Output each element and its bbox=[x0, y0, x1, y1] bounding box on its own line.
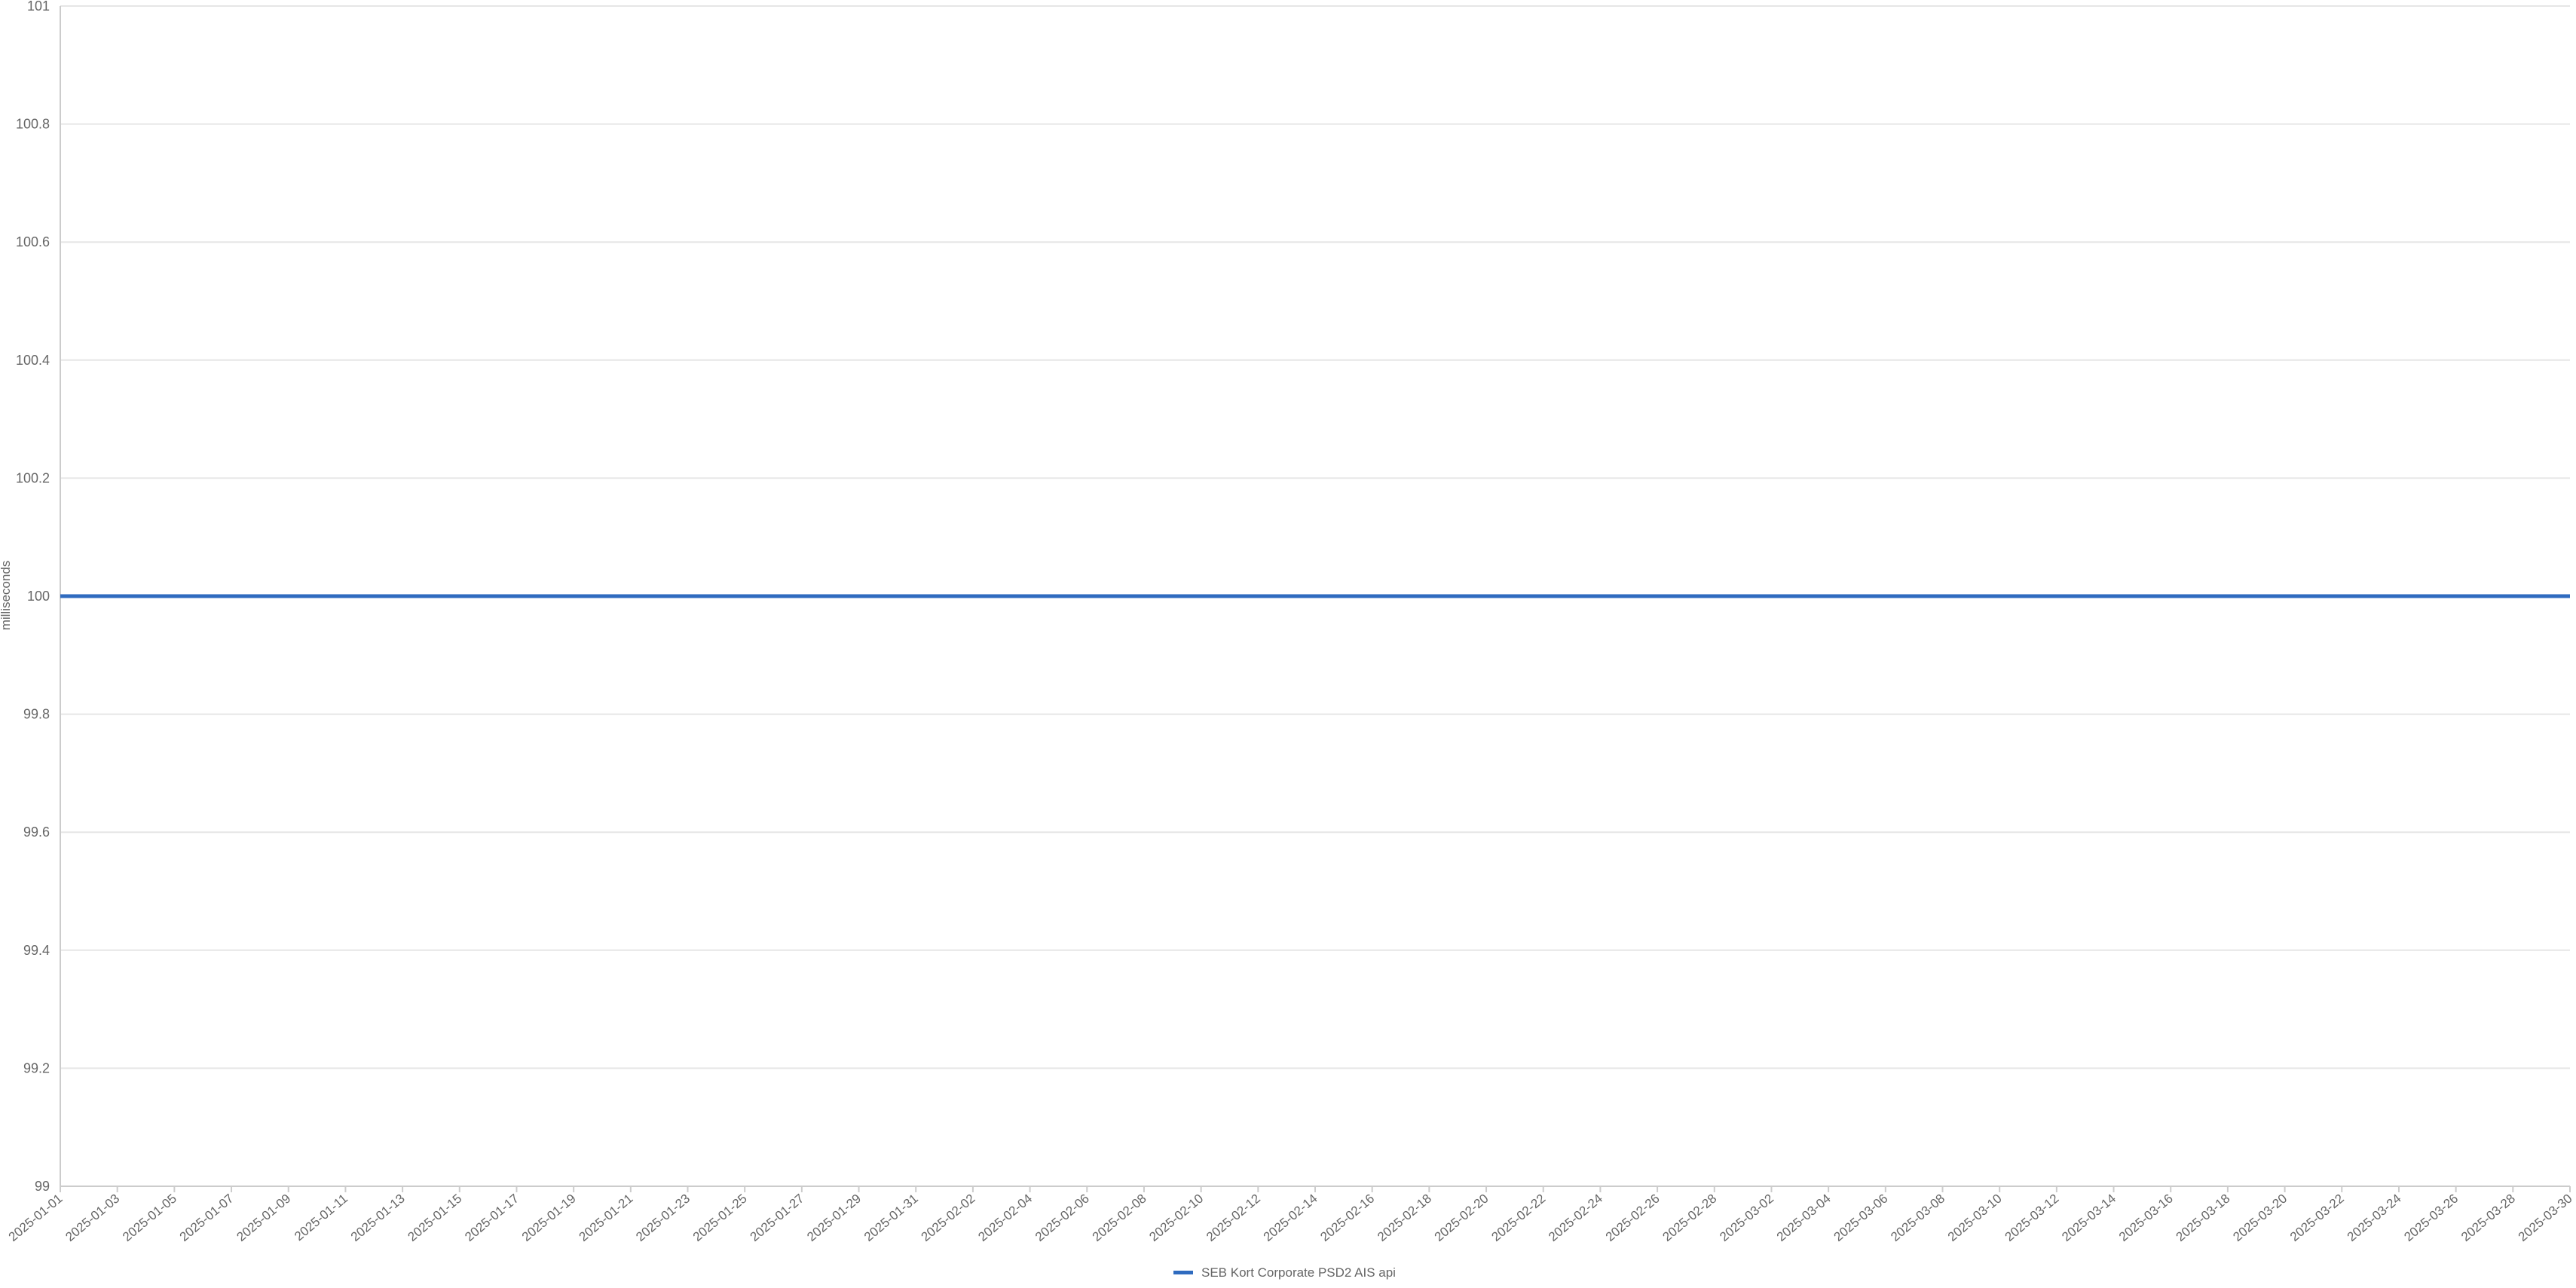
x-tick-label: 2025-02-16 bbox=[1317, 1192, 1377, 1244]
x-tick-label: 2025-03-10 bbox=[1945, 1192, 2005, 1244]
x-tick-label: 2025-01-23 bbox=[633, 1192, 693, 1244]
x-tick-label: 2025-01-19 bbox=[519, 1192, 579, 1244]
x-tick-label: 2025-01-27 bbox=[748, 1192, 807, 1244]
y-tick-label: 99.8 bbox=[23, 707, 50, 722]
x-tick-label: 2025-01-11 bbox=[292, 1192, 350, 1244]
x-tick-label: 2025-03-06 bbox=[1831, 1192, 1891, 1244]
x-tick-label: 2025-02-24 bbox=[1546, 1192, 1605, 1244]
x-tick-label: 2025-02-06 bbox=[1033, 1192, 1092, 1244]
legend-label: SEB Kort Corporate PSD2 AIS api bbox=[1201, 1265, 1396, 1280]
x-tick-label: 2025-03-30 bbox=[2516, 1192, 2575, 1244]
y-tick-label: 100.4 bbox=[16, 353, 50, 368]
x-tick-label: 2025-03-18 bbox=[2174, 1192, 2233, 1244]
x-tick-label: 2025-01-07 bbox=[177, 1192, 237, 1244]
x-tick-label: 2025-03-28 bbox=[2458, 1192, 2518, 1244]
y-tick-label: 99 bbox=[35, 1179, 50, 1194]
x-tick-label: 2025-03-20 bbox=[2230, 1192, 2290, 1244]
y-axis-label: milliseconds bbox=[0, 561, 13, 631]
x-tick-label: 2025-01-29 bbox=[804, 1192, 864, 1244]
x-tick-label: 2025-03-02 bbox=[1717, 1192, 1776, 1244]
y-tick-label: 100.2 bbox=[16, 470, 50, 485]
x-tick-label: 2025-01-25 bbox=[690, 1192, 750, 1244]
x-tick-label: 2025-01-05 bbox=[120, 1192, 179, 1244]
x-tick-label: 2025-03-04 bbox=[1774, 1192, 1834, 1244]
x-tick-label: 2025-01-13 bbox=[348, 1192, 408, 1244]
x-tick-label: 2025-02-14 bbox=[1261, 1192, 1320, 1244]
axes bbox=[60, 6, 2571, 1192]
y-tick-label: 99.2 bbox=[23, 1060, 50, 1075]
x-tick-label: 2025-01-15 bbox=[405, 1192, 465, 1244]
legend-swatch bbox=[1173, 1271, 1193, 1274]
x-tick-label: 2025-03-08 bbox=[1888, 1192, 1947, 1244]
x-tick-label: 2025-02-12 bbox=[1204, 1192, 1263, 1244]
x-tick-label: 2025-02-22 bbox=[1488, 1192, 1548, 1244]
x-tick-label: 2025-02-28 bbox=[1660, 1192, 1720, 1244]
x-tick-label: 2025-03-26 bbox=[2401, 1192, 2461, 1244]
y-tick-label: 100.6 bbox=[16, 234, 50, 249]
x-tick-label: 2025-02-26 bbox=[1603, 1192, 1663, 1244]
x-tick-label: 2025-03-14 bbox=[2059, 1192, 2119, 1244]
x-tick-label: 2025-01-09 bbox=[234, 1192, 293, 1244]
x-tick-label: 2025-02-04 bbox=[975, 1192, 1035, 1244]
x-tick-label: 2025-01-01 bbox=[6, 1192, 66, 1244]
x-tick-label: 2025-02-10 bbox=[1146, 1192, 1206, 1244]
legend[interactable]: SEB Kort Corporate PSD2 AIS api bbox=[1173, 1265, 1396, 1280]
x-tick-labels: 2025-01-012025-01-032025-01-052025-01-07… bbox=[6, 1192, 2575, 1244]
x-tick-label: 2025-01-03 bbox=[63, 1192, 122, 1244]
y-tick-label: 100 bbox=[27, 589, 50, 604]
x-tick-label: 2025-03-12 bbox=[2002, 1192, 2062, 1244]
x-tick-label: 2025-03-16 bbox=[2116, 1192, 2176, 1244]
x-tick-label: 2025-03-22 bbox=[2287, 1192, 2347, 1244]
x-tick-label: 2025-02-20 bbox=[1432, 1192, 1491, 1244]
x-tick-label: 2025-02-18 bbox=[1375, 1192, 1434, 1244]
x-tick-label: 2025-01-17 bbox=[462, 1192, 522, 1244]
y-tick-label: 99.6 bbox=[23, 825, 50, 840]
x-tick-label: 2025-02-02 bbox=[919, 1192, 978, 1244]
y-tick-label: 101 bbox=[27, 0, 50, 14]
x-tick-label: 2025-01-21 bbox=[577, 1192, 636, 1244]
y-tick-labels: 99 99.2 99.4 99.6 99.8 100 100.2 100.4 100.6 100.… bbox=[16, 0, 50, 1194]
y-tick-label: 99.4 bbox=[23, 943, 50, 958]
x-tick-label: 2025-03-24 bbox=[2345, 1192, 2404, 1244]
x-tick-label: 2025-02-08 bbox=[1090, 1192, 1149, 1244]
y-tick-label: 100.8 bbox=[16, 117, 50, 132]
x-tick-label: 2025-01-31 bbox=[861, 1192, 921, 1244]
